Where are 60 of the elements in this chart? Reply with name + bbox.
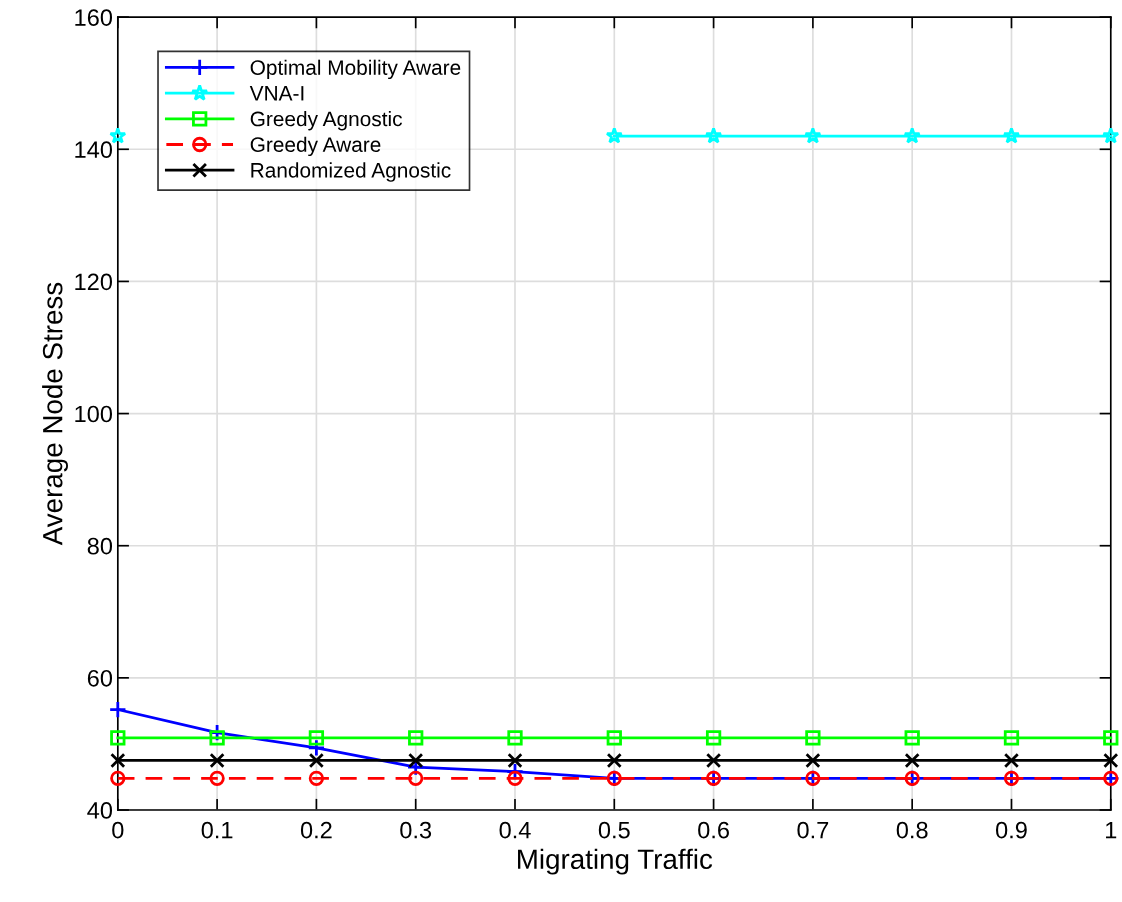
x-tick-label: 0.1 (201, 821, 233, 839)
point (308, 730, 325, 746)
x-tick-label: 0.8 (896, 821, 928, 839)
y-tick-label: 120 (75, 273, 113, 291)
point (308, 752, 325, 769)
point (606, 752, 622, 769)
x-tick-label: 0.9 (996, 821, 1027, 839)
y-tick-label: 60 (87, 669, 113, 687)
point (110, 752, 126, 769)
point (209, 730, 225, 746)
point (507, 730, 523, 746)
point (1103, 752, 1119, 769)
y-tick-label: 160 (75, 9, 113, 26)
y-tick-label: 100 (75, 405, 113, 423)
point (904, 730, 920, 746)
point (805, 730, 821, 746)
point (1003, 752, 1020, 769)
point (606, 730, 622, 746)
point (507, 752, 523, 769)
legend-label: VNA-I (249, 86, 304, 101)
x-tick-label: 0.3 (400, 821, 432, 839)
y-axis-title: Average Node Stress (42, 282, 68, 546)
point (408, 770, 424, 786)
point (209, 752, 225, 769)
point (705, 752, 722, 769)
y-tick-label: 140 (75, 141, 113, 159)
point (110, 770, 126, 786)
legend-label: Greedy Aware (250, 136, 381, 157)
point (408, 730, 424, 746)
point (804, 127, 822, 144)
point (805, 752, 821, 769)
point (307, 738, 326, 757)
y-tick-label: 80 (87, 537, 113, 555)
point (704, 127, 723, 144)
point (1003, 730, 1020, 746)
x-tick-label: 0.2 (300, 821, 332, 839)
x-tick-label: 0.4 (499, 821, 531, 839)
point (605, 127, 623, 144)
point (1102, 127, 1120, 144)
point (903, 127, 921, 144)
x-axis-title: Migrating Traffic (518, 848, 713, 875)
x-tick-label: 0.5 (598, 821, 630, 839)
legend-label: Optimal Mobility Aware (250, 59, 461, 80)
x-tick-label: 0 (112, 821, 124, 839)
point (1002, 127, 1021, 144)
point (108, 700, 127, 719)
point (209, 770, 225, 786)
point (110, 730, 126, 746)
legend-label: Randomized Agnostic (251, 162, 451, 182)
legend-label: Greedy Agnostic (250, 111, 402, 131)
point (705, 730, 722, 746)
point (308, 770, 325, 786)
point (507, 770, 523, 786)
point (1103, 730, 1119, 746)
x-tick-label: 0.6 (698, 821, 729, 839)
x-tick-label: 1 (1106, 821, 1117, 839)
y-tick-label: 40 (87, 802, 113, 819)
x-tick-label: 0.7 (797, 821, 829, 839)
point (408, 752, 424, 769)
point (904, 752, 920, 769)
